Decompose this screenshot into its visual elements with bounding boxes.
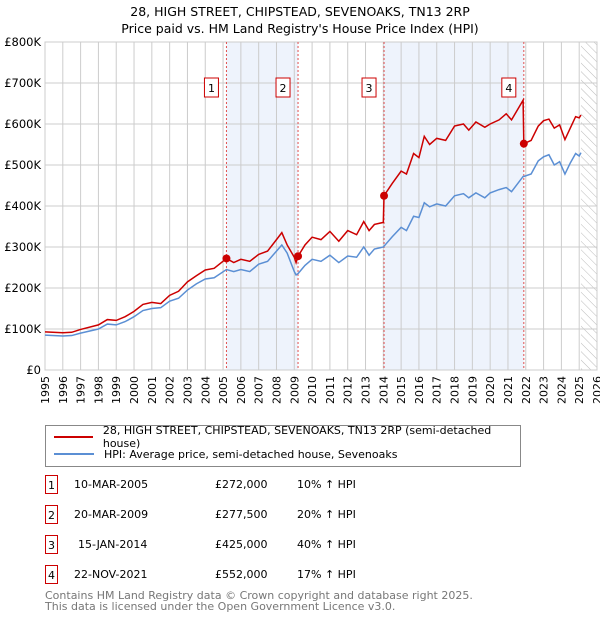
x-tick-label: 2010 [306,376,319,404]
x-tick-label: 2001 [146,376,159,404]
sale-hpi-diff: 17% ↑ HPI [297,568,356,581]
x-tick-label: 2011 [324,376,337,404]
sale-label-number: 1 [208,82,215,95]
x-tick-label: 2015 [395,376,408,404]
y-tick-label: £800K [4,35,41,49]
x-tick-label: 2026 [591,376,600,404]
y-tick-label: £700K [4,76,41,90]
sale-row: 2 20-MAR-2009 £277,500 20% ↑ HPI [45,505,545,525]
sale-row: 3 15-JAN-2014 £425,000 40% ↑ HPI [45,535,545,555]
legend: 28, HIGH STREET, CHIPSTEAD, SEVENOAKS, T… [45,424,521,467]
sale-price: £552,000 [215,568,268,581]
y-tick-label: £400K [4,199,41,213]
x-tick-label: 2005 [217,376,230,404]
footer: Contains HM Land Registry data © Crown c… [45,590,473,612]
sale-label-box [275,77,291,98]
sale-label-box [203,77,219,98]
sale-number-badge: 1 [45,475,58,494]
x-tick-label: 2004 [199,376,212,404]
sale-row: 1 10-MAR-2005 £272,000 10% ↑ HPI [45,475,545,495]
x-tick-label: 2013 [360,376,373,404]
x-tick-label: 1995 [39,376,52,404]
legend-price-line [54,436,93,438]
chart-subtitle: Price paid vs. HM Land Registry's House … [121,21,479,36]
x-tick-label: 2021 [502,376,515,404]
chart-title: 28, HIGH STREET, CHIPSTEAD, SEVENOAKS, T… [130,4,470,19]
sale-date: 15-JAN-2014 [78,538,148,551]
x-tick-label: 1998 [92,376,105,404]
sale-price: £425,000 [215,538,268,551]
x-tick-label: 1999 [110,376,123,404]
sale-label-number: 4 [505,82,512,95]
x-tick-label: 2018 [449,376,462,404]
x-tick-label: 2000 [128,376,141,404]
sale-label-box [501,77,517,98]
x-tick-label: 2024 [555,376,568,404]
y-tick-label: £500K [4,158,41,172]
sale-point [519,139,528,148]
x-tick-label: 2002 [164,376,177,404]
sale-hpi-diff: 40% ↑ HPI [297,538,356,551]
sale-number-badge: 2 [45,505,58,524]
x-tick-label: 2014 [377,376,390,404]
y-tick-label: £0 [26,363,41,377]
sale-label-number: 2 [280,82,287,95]
x-tick-label: 1996 [57,376,70,404]
x-tick-label: 2008 [270,376,283,404]
y-tick-label: £600K [4,117,41,131]
price-chart: 1995 1996 1997 1998 1999 2000 2001 2002 2003 2004… [4,35,600,404]
x-tick-label: 2012 [342,376,355,404]
sale-date: 20-MAR-2009 [74,508,149,521]
x-tick-label: 2022 [520,376,533,404]
y-tick-label: £100K [4,322,41,336]
sale-point [380,191,389,200]
x-tick-label: 2020 [484,376,497,404]
sale-price: £277,500 [215,508,268,521]
sale-price: £272,000 [215,478,268,491]
x-tick-label: 2009 [288,376,301,404]
sale-point [294,252,303,261]
sale-hpi-diff: 20% ↑ HPI [297,508,356,521]
y-tick-label: £200K [4,281,41,295]
hpi-series-line [44,152,582,337]
legend-price-label: 28, HIGH STREET, CHIPSTEAD, SEVENOAKS, T… [102,424,492,450]
footer-licence: This data is licensed under the Open Gov… [45,600,396,613]
sale-label-box [361,77,377,98]
footer-copyright: Contains HM Land Registry data © Crown c… [45,589,473,602]
x-tick-label: 2023 [538,376,551,404]
sale-hpi-diff: 10% ↑ HPI [297,478,356,491]
sale-point [222,254,231,263]
sale-number-badge: 4 [45,565,58,584]
x-tick-label: 2006 [235,376,248,404]
sale-row: 4 22-NOV-2021 £552,000 17% ↑ HPI [45,565,545,585]
x-tick-label: 1997 [75,376,88,404]
x-tick-label: 2025 [573,376,586,404]
sale-date: 22-NOV-2021 [74,568,148,581]
x-tick-label: 2019 [466,376,479,404]
sale-label-number: 3 [366,82,373,95]
legend-hpi-line [54,453,94,455]
x-tick-label: 2017 [431,376,444,404]
x-tick-label: 2007 [253,376,266,404]
plot-frame [44,41,598,371]
x-tick-label: 2003 [181,376,194,404]
y-tick-label: £300K [4,240,41,254]
sale-date: 10-MAR-2005 [74,478,149,491]
price-series-line [44,97,582,334]
x-tick-label: 2016 [413,376,426,404]
legend-hpi-label: HPI: Average price, semi-detached house,… [104,447,398,461]
sale-number-badge: 3 [45,535,58,554]
